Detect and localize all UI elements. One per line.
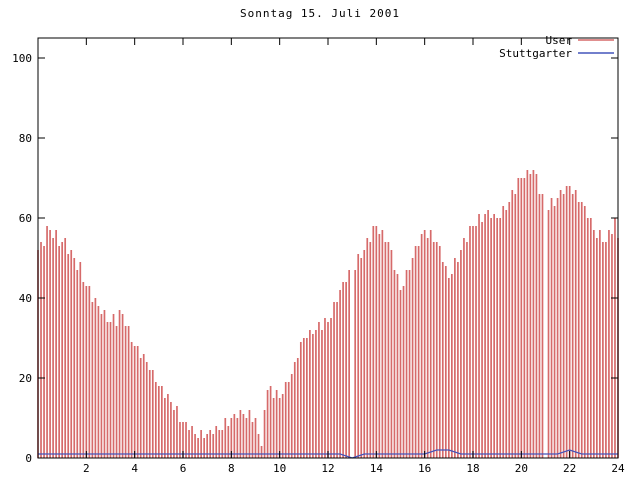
plot-area: 2 4 6 8 10 12 14 16 18 20 22 24020406080100UserStut… [12,34,625,475]
x-tick-label: 14 [370,462,384,475]
x-tick-label: 12 [321,462,334,475]
series-user [37,170,619,458]
y-tick-label: 40 [19,292,32,305]
x-tick-label: 4 [131,462,138,475]
y-tick-label: 100 [12,52,32,65]
x-axis-ticks: 2 4 6 8 10 12 14 16 18 20 22 24 [83,38,625,475]
y-tick-label: 60 [19,212,32,225]
y-tick-label: 0 [25,452,32,465]
x-tick-label: 2 [83,462,90,475]
legend-label-stuttgarter: Stuttgarter [499,47,572,60]
x-tick-label: 8 [228,462,235,475]
x-tick-label: 16 [418,462,431,475]
x-tick-label: 22 [563,462,576,475]
y-tick-label: 80 [19,132,32,145]
x-tick-label: 10 [273,462,286,475]
chart-title: Sonntag 15. Juli 2001 [240,7,400,20]
x-tick-label: 24 [611,462,625,475]
x-tick-label: 20 [515,462,528,475]
legend-label-user: User [546,34,573,47]
y-axis-ticks: 0 20 40 60 80 100 [12,52,618,465]
y-tick-label: 20 [19,372,32,385]
x-tick-label: 6 [180,462,187,475]
x-tick-label: 18 [466,462,479,475]
